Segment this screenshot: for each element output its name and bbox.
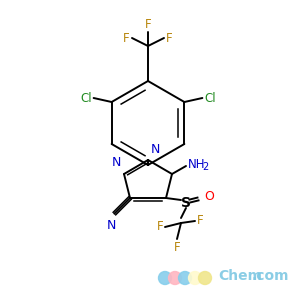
- Circle shape: [158, 272, 172, 284]
- Text: N: N: [151, 143, 160, 156]
- Text: .com: .com: [252, 269, 290, 283]
- Text: F: F: [197, 214, 204, 227]
- Text: F: F: [166, 32, 172, 44]
- Text: Cl: Cl: [80, 92, 92, 104]
- Text: O: O: [204, 190, 214, 202]
- Text: N: N: [112, 156, 121, 169]
- Text: 2: 2: [202, 162, 208, 172]
- Circle shape: [178, 272, 191, 284]
- Text: F: F: [123, 32, 130, 44]
- Text: F: F: [156, 220, 163, 233]
- Circle shape: [188, 272, 202, 284]
- Text: F: F: [174, 241, 180, 254]
- Circle shape: [169, 272, 182, 284]
- Text: N: N: [107, 219, 116, 232]
- Text: Chem: Chem: [218, 269, 262, 283]
- Text: S: S: [181, 196, 191, 210]
- Text: F: F: [145, 18, 151, 31]
- Text: NH: NH: [188, 158, 206, 170]
- Circle shape: [199, 272, 212, 284]
- Text: Cl: Cl: [204, 92, 216, 104]
